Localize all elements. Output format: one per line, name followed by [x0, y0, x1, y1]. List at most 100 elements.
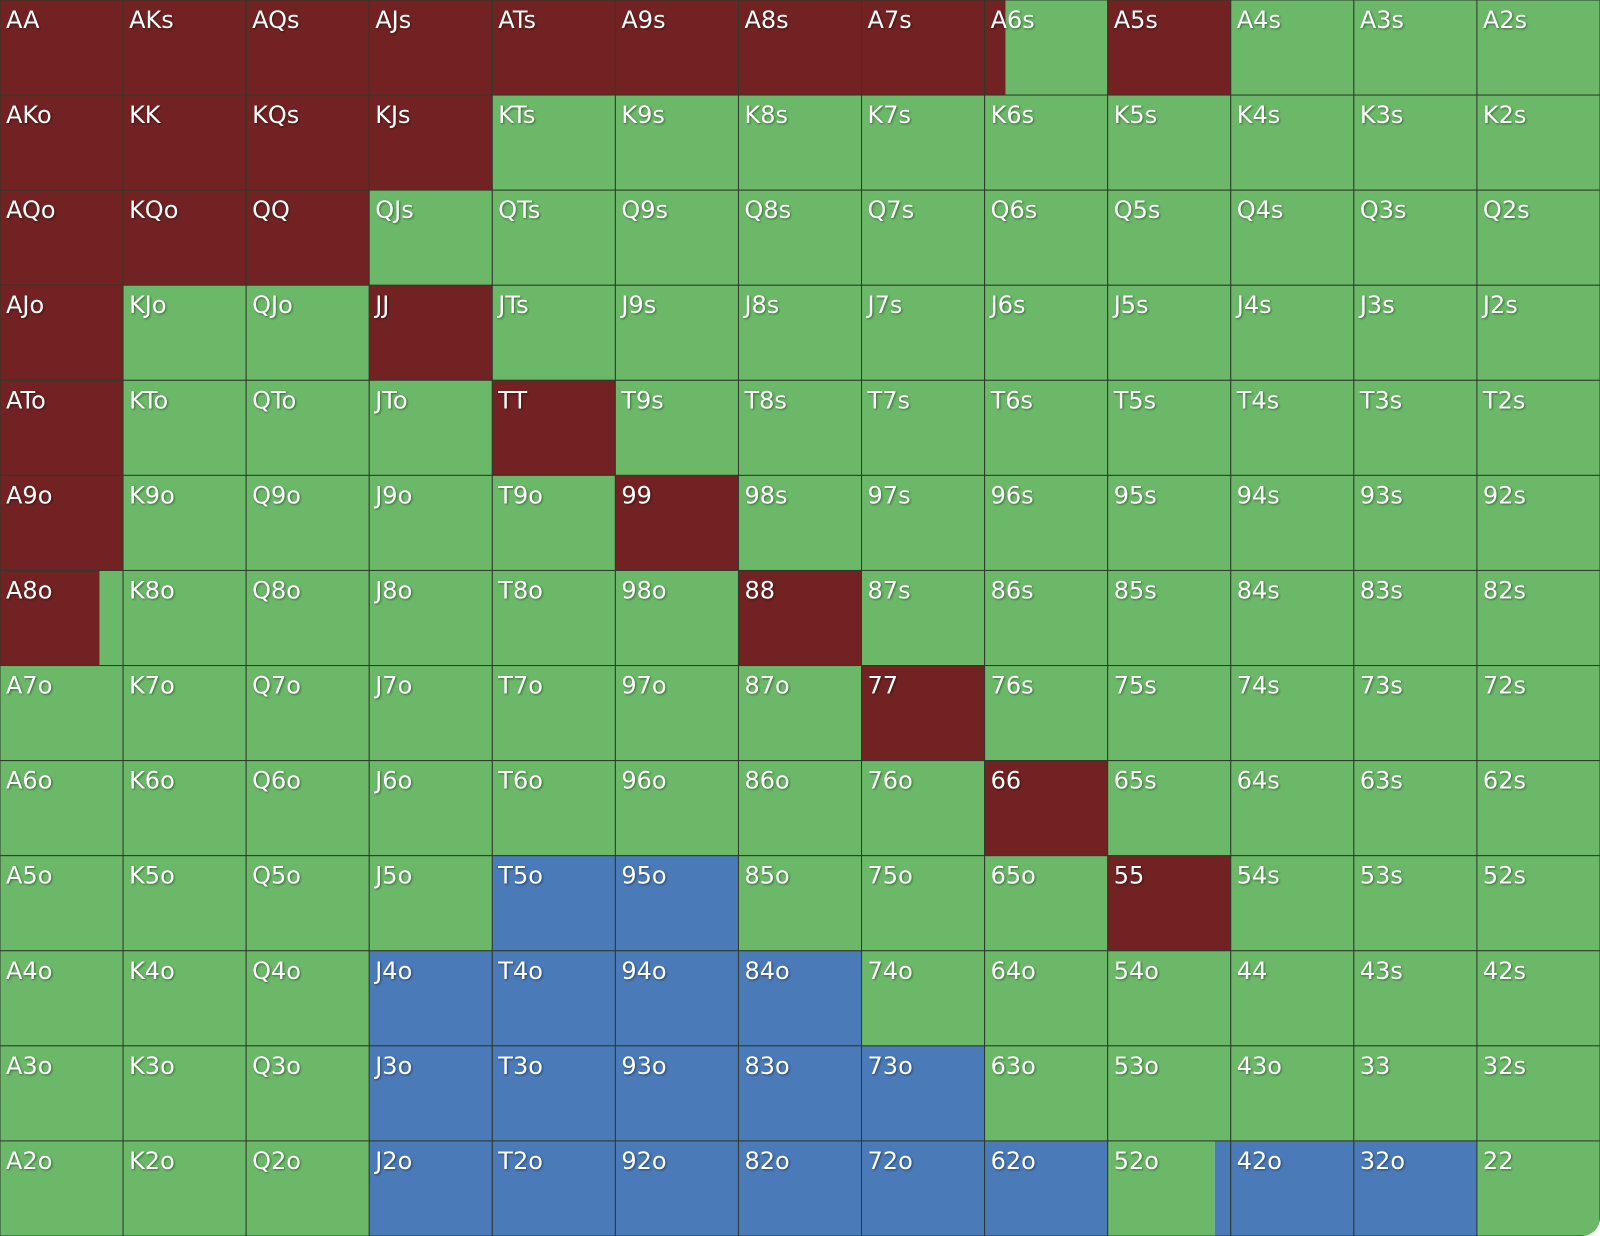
frequency-segment: [492, 380, 616, 476]
frequency-segment: [246, 380, 370, 476]
frequency-segment: [369, 190, 493, 286]
hand-label: 66: [991, 767, 1022, 795]
frequency-segment: [0, 190, 124, 286]
hand-label: Q2s: [1483, 196, 1530, 224]
frequency-segment: [615, 190, 739, 286]
hand-cell: K6s: [984, 94, 1109, 191]
hand-label: 92o: [621, 1147, 666, 1175]
frequency-segment: [1353, 285, 1477, 381]
hand-cell: 98s: [737, 474, 863, 571]
frequency-segment: [1230, 285, 1354, 381]
hand-label: K8o: [129, 576, 175, 604]
hand-label: A7s: [868, 6, 912, 34]
frequency-segment: [984, 760, 1108, 856]
frequency-segment: [1353, 1140, 1477, 1236]
hand-cell: QJo: [245, 284, 370, 381]
hand-cell: T4o: [491, 950, 616, 1047]
hand-label: Q2o: [252, 1147, 301, 1175]
hand-label: 95o: [621, 862, 666, 890]
cell-border: [1476, 1140, 1600, 1236]
frequency-segment: [615, 0, 739, 96]
frequency-segment: [984, 570, 1108, 666]
hand-label: T4s: [1236, 386, 1279, 414]
hand-cell: 92s: [1476, 474, 1600, 571]
hand-label: A8s: [744, 6, 788, 34]
hand-cell: 75s: [1107, 665, 1232, 762]
hand-label: T9s: [620, 386, 663, 414]
hand-cell: AA: [0, 0, 124, 96]
hand-cell: ATo: [0, 379, 124, 476]
hand-cell: 98o: [614, 569, 739, 667]
hand-label: 93o: [621, 1052, 666, 1080]
hand-label: 83o: [744, 1052, 789, 1080]
hand-cell: K5s: [1107, 94, 1232, 191]
frequency-segment: [615, 855, 739, 951]
frequency-segment: [738, 950, 862, 1046]
hand-cell: 62s: [1476, 760, 1600, 857]
frequency-segment: [615, 95, 739, 191]
frequency-segment: [861, 380, 985, 476]
hand-cell: 87o: [737, 665, 863, 762]
hand-cell: 85o: [737, 855, 863, 952]
hand-cell: T7s: [861, 379, 986, 476]
hand-cell: K8o: [122, 569, 247, 667]
hand-label: 82s: [1483, 576, 1526, 604]
frequency-segment: [861, 570, 985, 666]
frequency-segment: [861, 1045, 985, 1141]
frequency-segment: [861, 1140, 985, 1236]
frequency-segment: [984, 475, 1108, 571]
frequency-segment: [1476, 0, 1600, 96]
hand-label: 83s: [1360, 576, 1403, 604]
frequency-segment: [123, 570, 247, 666]
hand-cell: 96o: [614, 760, 739, 857]
hand-cell: A6o: [0, 760, 124, 857]
hand-cell: T3s: [1353, 379, 1478, 476]
hand-label: KJs: [375, 101, 410, 129]
hand-cell: A7s: [861, 0, 986, 96]
hand-cell: A8o: [0, 569, 124, 667]
hand-cell: J8s: [737, 284, 863, 381]
hand-cell: K7o: [122, 665, 247, 762]
hand-cell: QJs: [368, 189, 493, 286]
frequency-segment: [246, 285, 370, 381]
hand-cell: 99: [614, 474, 739, 571]
hand-label: KK: [129, 101, 162, 129]
frequency-segment: [1476, 855, 1600, 951]
hand-label: 96s: [991, 481, 1034, 509]
frequency-segment: [123, 285, 247, 381]
frequency-segment: [1353, 475, 1477, 571]
hand-cell: Q7o: [245, 665, 370, 762]
hand-label: Q4o: [252, 957, 301, 985]
hand-cell: T3o: [491, 1045, 616, 1142]
frequency-segment: [738, 760, 862, 856]
hand-label: 63o: [991, 1052, 1036, 1080]
hand-cell: 73s: [1353, 665, 1478, 762]
frequency-segment: [1107, 475, 1231, 571]
hand-cell: Q9s: [614, 189, 739, 286]
frequency-segment: [615, 950, 739, 1046]
frequency-segment: [123, 95, 247, 191]
hand-label: T2s: [1482, 386, 1525, 414]
hand-cell: T7o: [491, 665, 616, 762]
hand-cell: A5o: [0, 855, 124, 952]
frequency-segment: [1230, 570, 1354, 666]
hand-cell: A5s: [1107, 0, 1232, 96]
frequency-segment: [861, 855, 985, 951]
hand-cell: KTo: [122, 379, 247, 476]
hand-label: K6s: [991, 101, 1035, 129]
hand-cell: K2s: [1476, 94, 1600, 191]
hand-cell: Q5o: [245, 855, 370, 952]
hand-label: ATo: [6, 386, 46, 414]
hand-label: 63s: [1360, 767, 1403, 795]
hand-label: J6o: [373, 767, 412, 795]
frequency-segment: [1476, 1140, 1600, 1236]
hand-label: 52o: [1114, 1147, 1159, 1175]
hand-label: 76o: [868, 767, 913, 795]
hand-cell: AJs: [368, 0, 493, 96]
hand-label: K3s: [1360, 101, 1404, 129]
hand-cell: K5o: [122, 855, 247, 952]
frequency-segment: [492, 0, 616, 96]
frequency-segment: [369, 285, 493, 381]
frequency-segment: [615, 475, 739, 571]
frequency-segment: [123, 665, 247, 761]
